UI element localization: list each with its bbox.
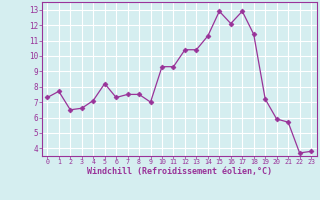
X-axis label: Windchill (Refroidissement éolien,°C): Windchill (Refroidissement éolien,°C): [87, 167, 272, 176]
